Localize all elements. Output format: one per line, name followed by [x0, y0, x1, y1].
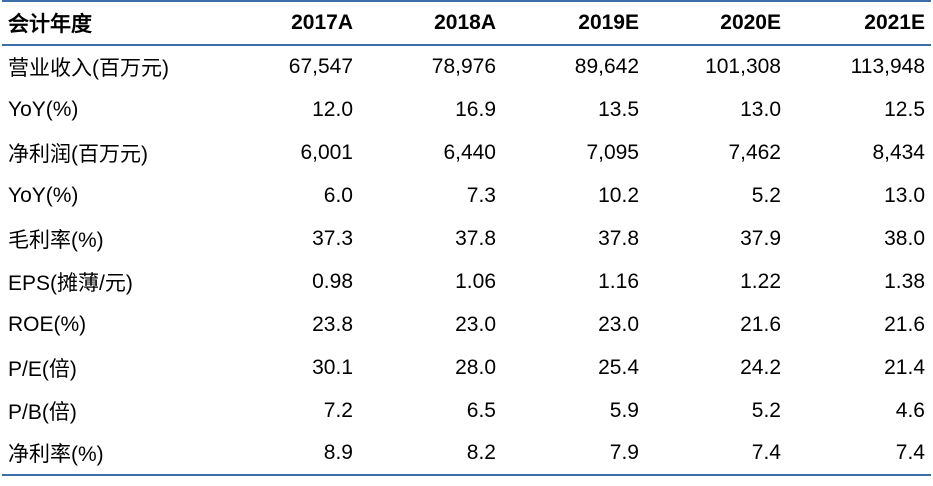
cell-value: 1.22: [740, 269, 781, 293]
cell-value: 21.4: [884, 355, 925, 379]
cell-value: 6,440: [443, 140, 496, 164]
header-year: 2021E: [864, 11, 925, 34]
cell-value: 7.4: [895, 441, 925, 464]
cell-value: 6.0: [323, 183, 353, 207]
cell-value: 7.4: [751, 441, 781, 464]
row-label: EPS(摊薄/元): [8, 271, 133, 295]
cell-value: 10.2: [598, 183, 639, 207]
cell-value: 13.5: [598, 97, 639, 121]
cell-value: 23.0: [455, 312, 496, 336]
cell-value: 1.38: [884, 269, 925, 293]
cell-value: 0.98: [312, 269, 353, 293]
table-header: 会计年度 2017A 2018A 2019E 2020E 2021E: [2, 1, 931, 45]
cell-value: 7,462: [728, 140, 781, 164]
row-label: 净利率(%): [8, 443, 104, 466]
cell-value: 113,948: [850, 55, 925, 78]
cell-value: 13.0: [884, 183, 925, 207]
cell-value: 1.16: [598, 269, 639, 293]
table-row: YoY(%) 6.0 7.3 10.2 5.2 13.0: [2, 174, 931, 217]
row-label: ROE(%): [8, 312, 87, 336]
header-year: 2018A: [434, 11, 496, 34]
header-year: 2017A: [291, 11, 353, 34]
cell-value: 6,001: [300, 140, 353, 164]
row-label: 毛利率(%): [8, 228, 104, 252]
cell-value: 7.2: [323, 398, 353, 422]
row-label: P/B(倍): [8, 400, 77, 424]
row-label: P/E(倍): [8, 357, 77, 381]
cell-value: 28.0: [455, 355, 496, 379]
row-label: YoY(%): [8, 97, 79, 121]
cell-value: 38.0: [884, 226, 925, 250]
cell-value: 24.2: [740, 355, 781, 379]
cell-value: 8,434: [872, 140, 925, 164]
table-row: P/E(倍) 30.1 28.0 25.4 24.2 21.4: [2, 346, 931, 389]
cell-value: 23.8: [312, 312, 353, 336]
cell-value: 6.5: [466, 398, 496, 422]
cell-value: 4.6: [895, 398, 925, 422]
cell-value: 101,308: [705, 55, 781, 78]
cell-value: 21.6: [740, 312, 781, 336]
cell-value: 8.2: [466, 441, 496, 464]
table-row: 净利润(百万元) 6,001 6,440 7,095 7,462 8,434: [2, 131, 931, 174]
table-row: P/B(倍) 7.2 6.5 5.9 5.2 4.6: [2, 389, 931, 432]
cell-value: 37.8: [598, 226, 639, 250]
table-row: EPS(摊薄/元) 0.98 1.06 1.16 1.22 1.38: [2, 260, 931, 303]
cell-value: 7.9: [609, 441, 639, 464]
cell-value: 37.3: [312, 226, 353, 250]
cell-value: 5.2: [751, 398, 781, 422]
cell-value: 16.9: [455, 97, 496, 121]
cell-value: 7,095: [586, 140, 639, 164]
cell-value: 8.9: [323, 441, 353, 464]
table-row: YoY(%) 12.0 16.9 13.5 13.0 12.5: [2, 88, 931, 131]
cell-value: 37.8: [455, 226, 496, 250]
cell-value: 7.3: [466, 183, 496, 207]
cell-value: 12.0: [312, 97, 353, 121]
financial-forecast-table: 会计年度 2017A 2018A 2019E 2020E 2021E 营业收入(…: [2, 0, 931, 476]
cell-value: 12.5: [884, 97, 925, 121]
cell-value: 78,976: [431, 55, 496, 78]
cell-value: 30.1: [312, 355, 353, 379]
cell-value: 67,547: [288, 55, 353, 78]
row-label: 营业收入(百万元): [8, 57, 169, 80]
cell-value: 25.4: [598, 355, 639, 379]
cell-value: 89,642: [574, 55, 639, 78]
table-row: 净利率(%) 8.9 8.2 7.9 7.4 7.4: [2, 432, 931, 475]
header-year: 2019E: [578, 11, 639, 34]
row-label: 净利润(百万元): [8, 142, 148, 166]
cell-value: 13.0: [740, 97, 781, 121]
table-row: 营业收入(百万元) 67,547 78,976 89,642 101,308 1…: [2, 45, 931, 88]
table-row: 毛利率(%) 37.3 37.8 37.8 37.9 38.0: [2, 217, 931, 260]
header-year: 2020E: [720, 11, 781, 34]
cell-value: 21.6: [884, 312, 925, 336]
cell-value: 5.2: [751, 183, 781, 207]
header-label: 会计年度: [8, 13, 92, 36]
cell-value: 1.06: [455, 269, 496, 293]
cell-value: 37.9: [740, 226, 781, 250]
cell-value: 23.0: [598, 312, 639, 336]
header-row: 会计年度 2017A 2018A 2019E 2020E 2021E: [2, 1, 931, 45]
table-row: ROE(%) 23.8 23.0 23.0 21.6 21.6: [2, 303, 931, 346]
cell-value: 5.9: [609, 398, 639, 422]
table-body: 营业收入(百万元) 67,547 78,976 89,642 101,308 1…: [2, 45, 931, 475]
row-label: YoY(%): [8, 183, 79, 207]
